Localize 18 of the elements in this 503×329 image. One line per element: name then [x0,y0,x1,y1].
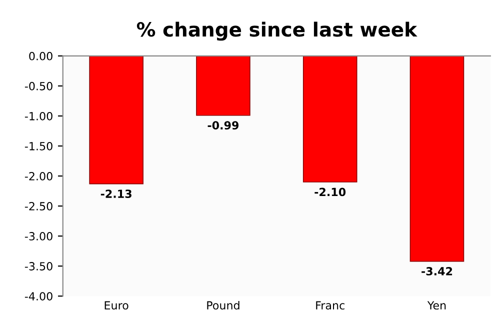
data-label: -2.10 [314,188,346,196]
data-label: -0.99 [208,121,239,130]
x-tick-label: Yen [427,301,446,310]
y-tick-label: 0.00 [29,52,52,60]
y-tick-label: -0.50 [24,82,52,90]
y-tick-label: -3.00 [24,232,52,240]
x-tick-label: Franc [316,301,344,310]
data-label: -3.42 [422,267,452,276]
chart-title: % change since last week [136,22,418,41]
y-tick-label: -1.50 [24,142,52,150]
y-tick-label: -2.00 [24,172,52,180]
data-label: -2.13 [100,190,132,198]
y-tick-label: -3.50 [24,262,52,270]
y-tick-label: -4.00 [24,292,52,300]
x-tick-label: Pound [207,300,240,310]
y-tick-label: -2.50 [24,202,52,210]
y-tick-label: -1.00 [24,112,52,120]
x-tick-label: Euro [104,301,128,310]
